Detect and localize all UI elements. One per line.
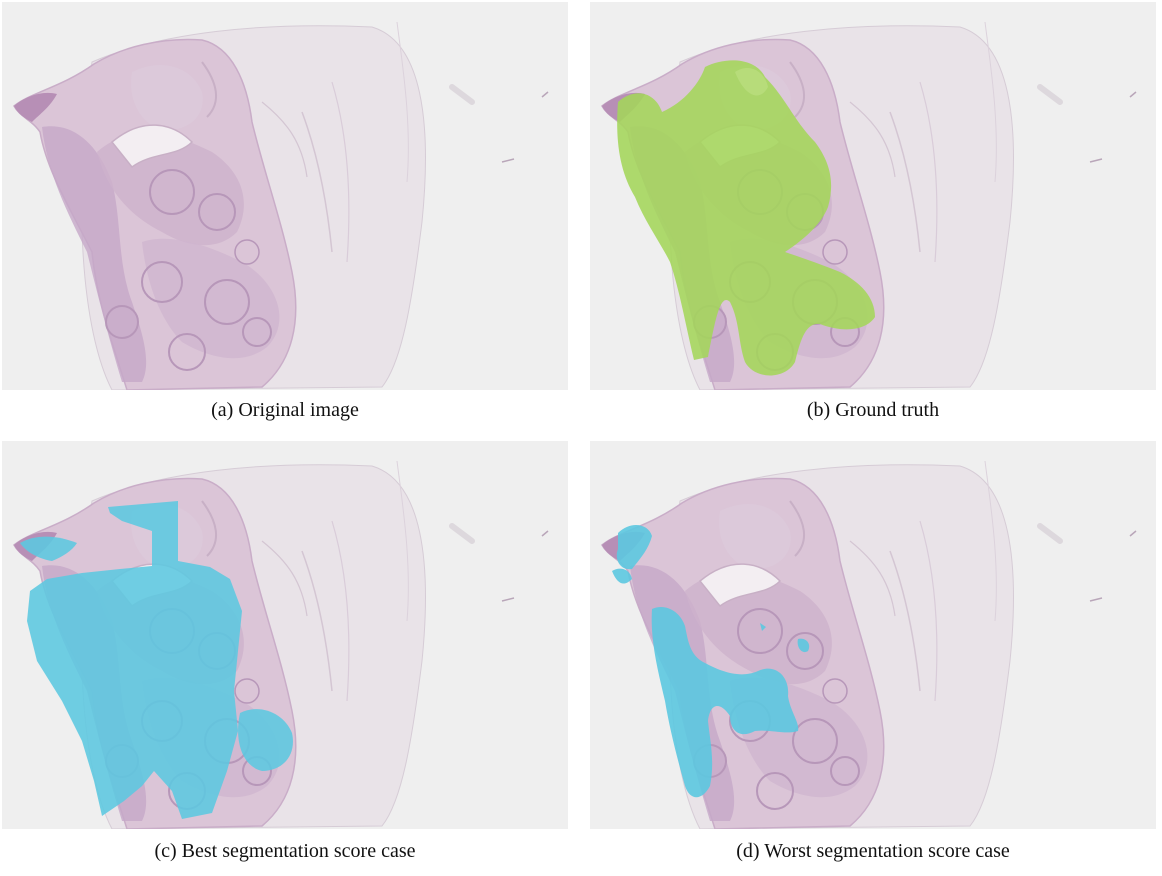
- worst-prediction-mask: [616, 525, 652, 570]
- histology-image-ground-truth: [590, 2, 1156, 390]
- best-prediction-mask: [20, 536, 77, 561]
- caption-ground-truth: (b) Ground truth: [806, 399, 940, 421]
- caption-worst-segmentation: (d) Worst segmentation score case: [736, 840, 1010, 862]
- histology-image-worst-case: [590, 441, 1156, 829]
- ground-truth-mask: [617, 60, 875, 376]
- caption-original-image: (a) Original image: [211, 399, 359, 421]
- ground-truth-panel: [590, 2, 1156, 390]
- histology-image: [2, 2, 568, 390]
- original-image-panel: [2, 2, 568, 390]
- best-segmentation-panel: [2, 441, 568, 829]
- caption-best-segmentation: (c) Best segmentation score case: [154, 840, 416, 862]
- histology-image-best-case: [2, 441, 568, 829]
- worst-segmentation-panel: [590, 441, 1156, 829]
